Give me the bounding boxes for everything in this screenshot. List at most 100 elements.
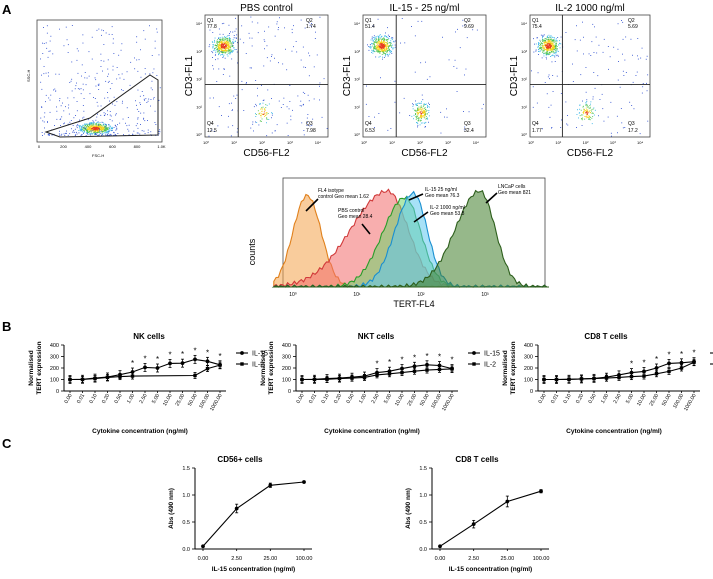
scatter-dot <box>374 43 375 45</box>
scatter-dot <box>582 100 583 102</box>
scatter-dot <box>551 48 552 50</box>
scatter-dot <box>537 72 539 74</box>
scatter-dot <box>383 46 385 47</box>
scatter-dot <box>43 66 45 67</box>
scatter-dot <box>382 47 384 49</box>
scatter-dot <box>221 39 223 41</box>
scatter-dot <box>378 45 380 46</box>
scatter-dot <box>221 38 223 40</box>
scatter-dot <box>314 38 316 39</box>
scatter-dot <box>547 52 548 54</box>
scatter-dot <box>109 134 110 136</box>
scatter-dot <box>45 72 47 74</box>
scatter-dot <box>559 42 561 44</box>
quadrant-q3-value: 32.4 <box>464 128 474 134</box>
scatter-dot <box>306 117 308 119</box>
scatter-dot <box>535 49 537 51</box>
scatter-dot <box>63 133 65 135</box>
scatter-dot <box>378 45 380 47</box>
scatter-dot <box>80 129 82 130</box>
scatter-dot <box>116 67 118 68</box>
log-x-tick-label: 10⁴ <box>473 140 479 145</box>
y-tick-label: 300 <box>282 355 291 361</box>
scatter-dot <box>94 126 95 128</box>
scatter-dot <box>103 127 105 129</box>
scatter-dot <box>446 116 448 118</box>
scatter-dot <box>134 68 136 70</box>
scatter-dot <box>276 124 278 126</box>
scatter-dot <box>372 50 374 52</box>
scatter-dot <box>384 55 386 57</box>
scatter-dot <box>420 102 422 104</box>
scatter-dot <box>96 29 98 31</box>
scatter-dot <box>381 35 383 37</box>
x-tick-label: 0.00 <box>295 393 305 405</box>
scatter-dot <box>231 50 233 52</box>
scatter-dot <box>221 54 223 55</box>
scatter-dot <box>547 45 549 47</box>
scatter-dot <box>127 117 129 118</box>
scatter-dot <box>551 43 553 45</box>
x-tick-label: 1.00 <box>600 393 610 405</box>
scatter-dot <box>377 46 379 48</box>
data-point-square <box>425 368 429 372</box>
scatter-dot <box>224 49 226 51</box>
scatter-dot <box>580 74 582 76</box>
scatter-dot <box>260 116 262 118</box>
scatter-dot <box>572 63 573 65</box>
scatter-dot <box>229 41 231 43</box>
scatter-dot <box>99 127 101 129</box>
scatter-dot <box>230 31 231 33</box>
scatter-dot <box>85 135 87 136</box>
scatter-dot <box>156 75 158 76</box>
scatter-dot <box>107 114 108 116</box>
x-tick-label: 50.00 <box>419 393 431 407</box>
scatter-dot <box>545 49 547 50</box>
scatter-dot <box>444 116 445 118</box>
scatter-dot <box>87 128 89 130</box>
scatter-dot <box>617 48 619 50</box>
scatter-dot <box>224 57 226 59</box>
scatter-dot <box>607 46 609 47</box>
significance-star: * <box>181 350 184 359</box>
quadrant-x-axis-label: CD56-FL2 <box>243 148 290 159</box>
scatter-dot <box>603 120 605 122</box>
scatter-dot <box>378 36 379 38</box>
scatter-dot <box>219 38 221 40</box>
scatter-dot <box>555 40 557 41</box>
scatter-dot <box>112 42 114 44</box>
scatter-dot <box>549 53 551 55</box>
scatter-dot <box>550 43 552 44</box>
scatter-dot <box>378 39 380 41</box>
scatter-dot <box>538 48 540 50</box>
scatter-dot <box>246 82 247 83</box>
data-point-square <box>604 376 609 380</box>
scatter-dot <box>416 105 418 106</box>
scatter-dot <box>230 50 232 52</box>
scatter-dot <box>586 112 587 114</box>
scatter-dot <box>383 40 384 42</box>
scatter-dot <box>550 39 551 40</box>
scatter-dot <box>84 124 86 125</box>
scatter-dot <box>94 125 96 127</box>
scatter-dot <box>92 124 94 126</box>
scatter-dot <box>553 39 555 41</box>
scatter-dot <box>86 131 88 132</box>
scatter-dot <box>158 99 160 101</box>
scatter-dot <box>111 128 112 129</box>
y-tick-label: 300 <box>524 355 533 361</box>
scatter-dot <box>61 116 63 118</box>
scatter-dot <box>544 42 546 44</box>
significance-star: * <box>400 356 403 365</box>
data-point-square <box>642 374 646 378</box>
scatter-dot <box>541 44 543 46</box>
scatter-dot <box>251 37 253 39</box>
scatter-dot <box>553 40 555 42</box>
scatter-dot <box>547 50 549 51</box>
scatter-dot <box>211 41 213 43</box>
quadrant-y-axis-label: CD3-FL1 <box>342 55 353 96</box>
scatter-dot <box>233 41 235 43</box>
scatter-dot <box>481 108 483 110</box>
